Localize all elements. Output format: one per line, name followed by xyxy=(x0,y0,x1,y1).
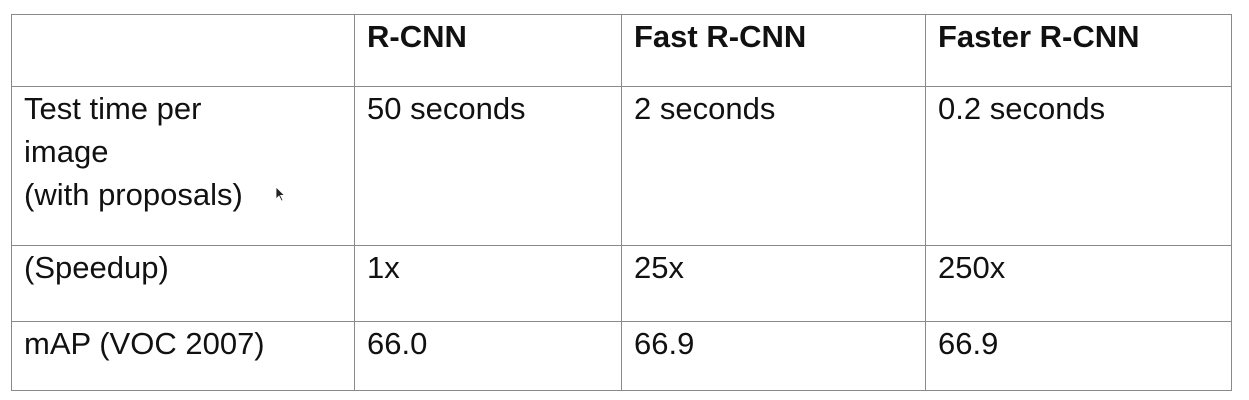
cell-rcnn-map: 66.0 xyxy=(354,321,622,391)
row-label-line: (with proposals) xyxy=(24,177,243,212)
row-label-line: image xyxy=(24,134,109,169)
cell-fast-rcnn-map: 66.9 xyxy=(621,321,926,391)
row-label-map: mAP (VOC 2007) xyxy=(11,321,355,391)
cell-rcnn-test-time: 50 seconds xyxy=(354,86,622,246)
comparison-table: R-CNN Fast R-CNN Faster R-CNN Test time … xyxy=(11,14,1232,391)
row-label-line: Test time per xyxy=(24,91,202,126)
cell-fast-rcnn-speedup: 25x xyxy=(621,245,926,322)
table-header-row: R-CNN Fast R-CNN Faster R-CNN xyxy=(11,14,1232,87)
cell-faster-rcnn-map: 66.9 xyxy=(925,321,1232,391)
table-row-map: mAP (VOC 2007) 66.0 66.9 66.9 xyxy=(11,321,1232,391)
cell-rcnn-speedup: 1x xyxy=(354,245,622,322)
row-label-test-time: Test time per image (with proposals) xyxy=(11,86,355,246)
mouse-pointer-icon xyxy=(275,186,285,202)
header-rcnn: R-CNN xyxy=(354,14,622,87)
cell-fast-rcnn-test-time: 2 seconds xyxy=(621,86,926,246)
header-faster-rcnn: Faster R-CNN xyxy=(925,14,1232,87)
header-fast-rcnn: Fast R-CNN xyxy=(621,14,926,87)
row-label-speedup: (Speedup) xyxy=(11,245,355,322)
header-empty-cell xyxy=(11,14,355,87)
table-row-test-time: Test time per image (with proposals) 50 … xyxy=(11,86,1232,246)
table-row-speedup: (Speedup) 1x 25x 250x xyxy=(11,245,1232,322)
cell-faster-rcnn-test-time: 0.2 seconds xyxy=(925,86,1232,246)
cell-faster-rcnn-speedup: 250x xyxy=(925,245,1232,322)
